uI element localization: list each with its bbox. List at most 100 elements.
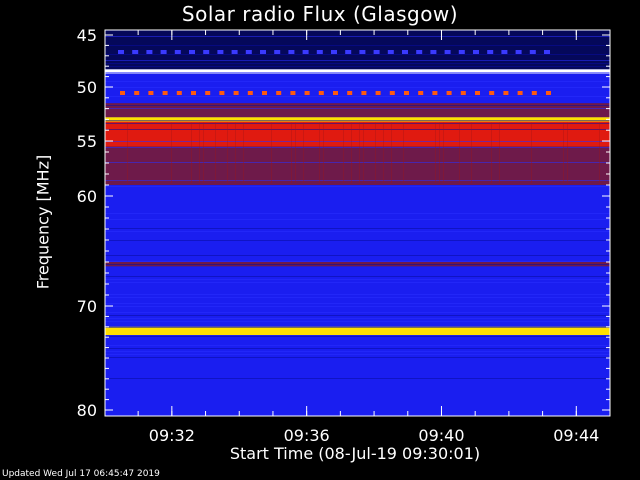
frequency-band [105, 103, 610, 118]
frequency-band [105, 185, 610, 262]
noise-column [351, 122, 352, 183]
noise-streak [105, 345, 610, 346]
interference-mark [517, 91, 523, 95]
noise-column [391, 122, 392, 183]
noise-streak [105, 87, 610, 88]
frequency-band [105, 69, 610, 74]
noise-streak [105, 264, 610, 265]
noise-column [295, 122, 296, 183]
noise-streak [105, 141, 610, 142]
noise-column [203, 122, 204, 183]
interference-mark [288, 50, 295, 54]
noise-streak [105, 45, 610, 46]
noise-column [199, 122, 200, 183]
interference-mark [515, 50, 522, 54]
interference-mark [148, 91, 154, 95]
interference-mark [245, 50, 252, 54]
noise-streak [105, 261, 610, 262]
noise-column [531, 122, 532, 183]
noise-streak [105, 105, 610, 106]
noise-column [471, 122, 472, 183]
interference-mark [460, 91, 466, 95]
interference-mark [233, 91, 239, 95]
noise-streak [105, 81, 610, 82]
interference-mark [418, 91, 424, 95]
interference-mark [544, 50, 550, 54]
noise-streak [105, 240, 610, 241]
noise-streak [105, 327, 610, 328]
updated-timestamp: Updated Wed Jul 17 06:45:47 2019 [2, 469, 160, 479]
frequency-band [105, 326, 610, 336]
y-tick-label: 55 [77, 132, 97, 151]
interference-mark [347, 91, 353, 95]
interference-mark [134, 91, 140, 95]
frequency-band [105, 146, 610, 185]
noise-column [443, 122, 444, 183]
x-tick-label: 09:32 [149, 426, 195, 445]
noise-column [363, 122, 364, 183]
interference-mark [389, 91, 395, 95]
interference-mark [162, 91, 168, 95]
noise-column [271, 122, 272, 183]
noise-column [567, 122, 568, 183]
interference-mark [191, 91, 196, 95]
interference-mark [276, 91, 282, 95]
interference-mark [176, 91, 182, 95]
noise-streak [105, 306, 610, 307]
noise-streak [105, 321, 610, 322]
noise-streak [105, 54, 610, 55]
interference-mark [402, 50, 408, 54]
noise-streak [105, 294, 610, 295]
interference-mark [531, 91, 537, 95]
noise-streak [105, 357, 610, 358]
frequency-band [105, 73, 610, 104]
noise-streak [105, 276, 610, 277]
noise-streak [105, 351, 610, 352]
interference-mark [120, 91, 125, 95]
noise-streak [105, 315, 610, 316]
noise-streak [105, 336, 610, 337]
interference-mark [404, 91, 409, 95]
interference-mark [473, 50, 479, 54]
noise-streak [105, 303, 610, 304]
interference-mark [203, 50, 210, 54]
noise-column [403, 122, 404, 183]
y-tick-label: 70 [77, 297, 97, 316]
noise-streak [105, 66, 610, 67]
interference-mark [174, 50, 181, 54]
noise-streak [105, 318, 610, 319]
interference-mark [132, 50, 139, 54]
noise-column [563, 122, 564, 183]
noise-column [303, 122, 304, 183]
noise-streak [105, 279, 610, 280]
interference-mark [546, 91, 551, 95]
noise-column [323, 122, 324, 183]
y-tick-label: 80 [77, 401, 97, 420]
frequency-band [105, 117, 610, 122]
noise-streak [105, 354, 610, 355]
interference-mark [160, 50, 167, 54]
axes: 45 50 55 60 70 80 09:32 09:36 09:40 09:44 [77, 26, 611, 445]
noise-streak [105, 378, 610, 379]
noise-column [383, 122, 384, 183]
plot-area [105, 30, 610, 416]
noise-column [499, 122, 500, 183]
interference-mark [361, 91, 367, 95]
y-tick-label: 50 [77, 78, 97, 97]
interference-mark [146, 50, 153, 54]
x-tick-label: 09:40 [418, 426, 464, 445]
noise-column [243, 122, 244, 183]
noise-column [491, 122, 492, 183]
x-tick-label: 09:36 [284, 426, 330, 445]
interference-mark [446, 91, 452, 95]
interference-mark [487, 50, 494, 54]
noise-streak [105, 228, 610, 229]
noise-column [227, 122, 228, 183]
interference-mark [359, 50, 366, 54]
interference-mark [331, 50, 337, 54]
y-tick-label: 45 [77, 26, 97, 45]
noise-column [291, 122, 292, 183]
noise-column [215, 122, 216, 183]
noise-column [439, 122, 440, 183]
interference-mark [333, 91, 338, 95]
